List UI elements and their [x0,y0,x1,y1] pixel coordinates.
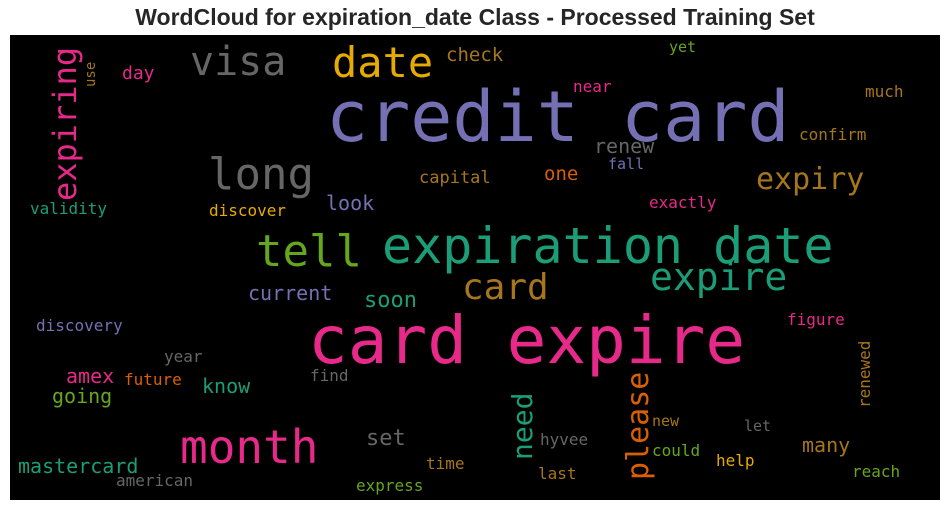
word-renewed: renewed [855,341,874,408]
word-expiration-date: expiration date [382,217,834,275]
word-use: use [83,62,99,87]
word-need: need [506,393,539,460]
word-expire: expire [650,255,787,299]
word-time: time [426,454,465,473]
word-credit-card: credit card [326,76,790,158]
word-exactly: exactly [649,193,717,212]
word-find: find [310,366,349,385]
word-look: look [326,191,374,215]
word-one: one [544,163,578,185]
word-many: many [802,433,850,457]
word-discovery: discovery [36,316,123,335]
word-hyvee: hyvee [540,430,588,449]
cloud-background [10,35,940,500]
word-validity: validity [30,199,107,218]
word-figure: figure [787,310,845,329]
word-date: date [332,38,433,87]
word-set: set [366,426,406,451]
word-near: near [573,77,612,96]
word-new: new [652,412,680,430]
word-long: long [208,149,314,200]
chart-title: WordCloud for expiration_date Class - Pr… [135,4,815,30]
word-confirm: confirm [799,125,866,144]
word-let: let [744,417,771,435]
word-capital: capital [419,168,491,188]
word-day: day [122,63,155,84]
word-month: month [180,420,318,474]
word-amex: amex [66,364,114,388]
word-reach: reach [852,462,900,481]
word-help: help [716,451,755,470]
word-going: going [52,384,112,408]
word-much: much [865,82,904,101]
word-soon: soon [364,288,417,313]
word-express: express [356,476,423,495]
word-visa: visa [190,39,286,85]
word-could: could [652,441,700,460]
word-please: please [621,372,656,480]
word-expiry: expiry [756,162,864,197]
word-discover: discover [209,201,286,220]
word-card: card [462,267,549,308]
word-current: current [248,281,332,305]
word-expiring: expiring [46,47,84,201]
word-last: last [538,464,577,483]
word-renew: renew [594,134,655,158]
word-future: future [124,370,182,389]
word-yet: yet [669,38,696,56]
word-american: american [116,471,193,490]
word-know: know [202,374,251,398]
word-mastercard: mastercard [18,454,138,478]
word-year: year [164,347,203,366]
word-tell: tell [256,226,362,277]
word-card-expire: card expire [308,302,745,379]
word-fall: fall [608,155,644,173]
word-check: check [446,44,504,66]
